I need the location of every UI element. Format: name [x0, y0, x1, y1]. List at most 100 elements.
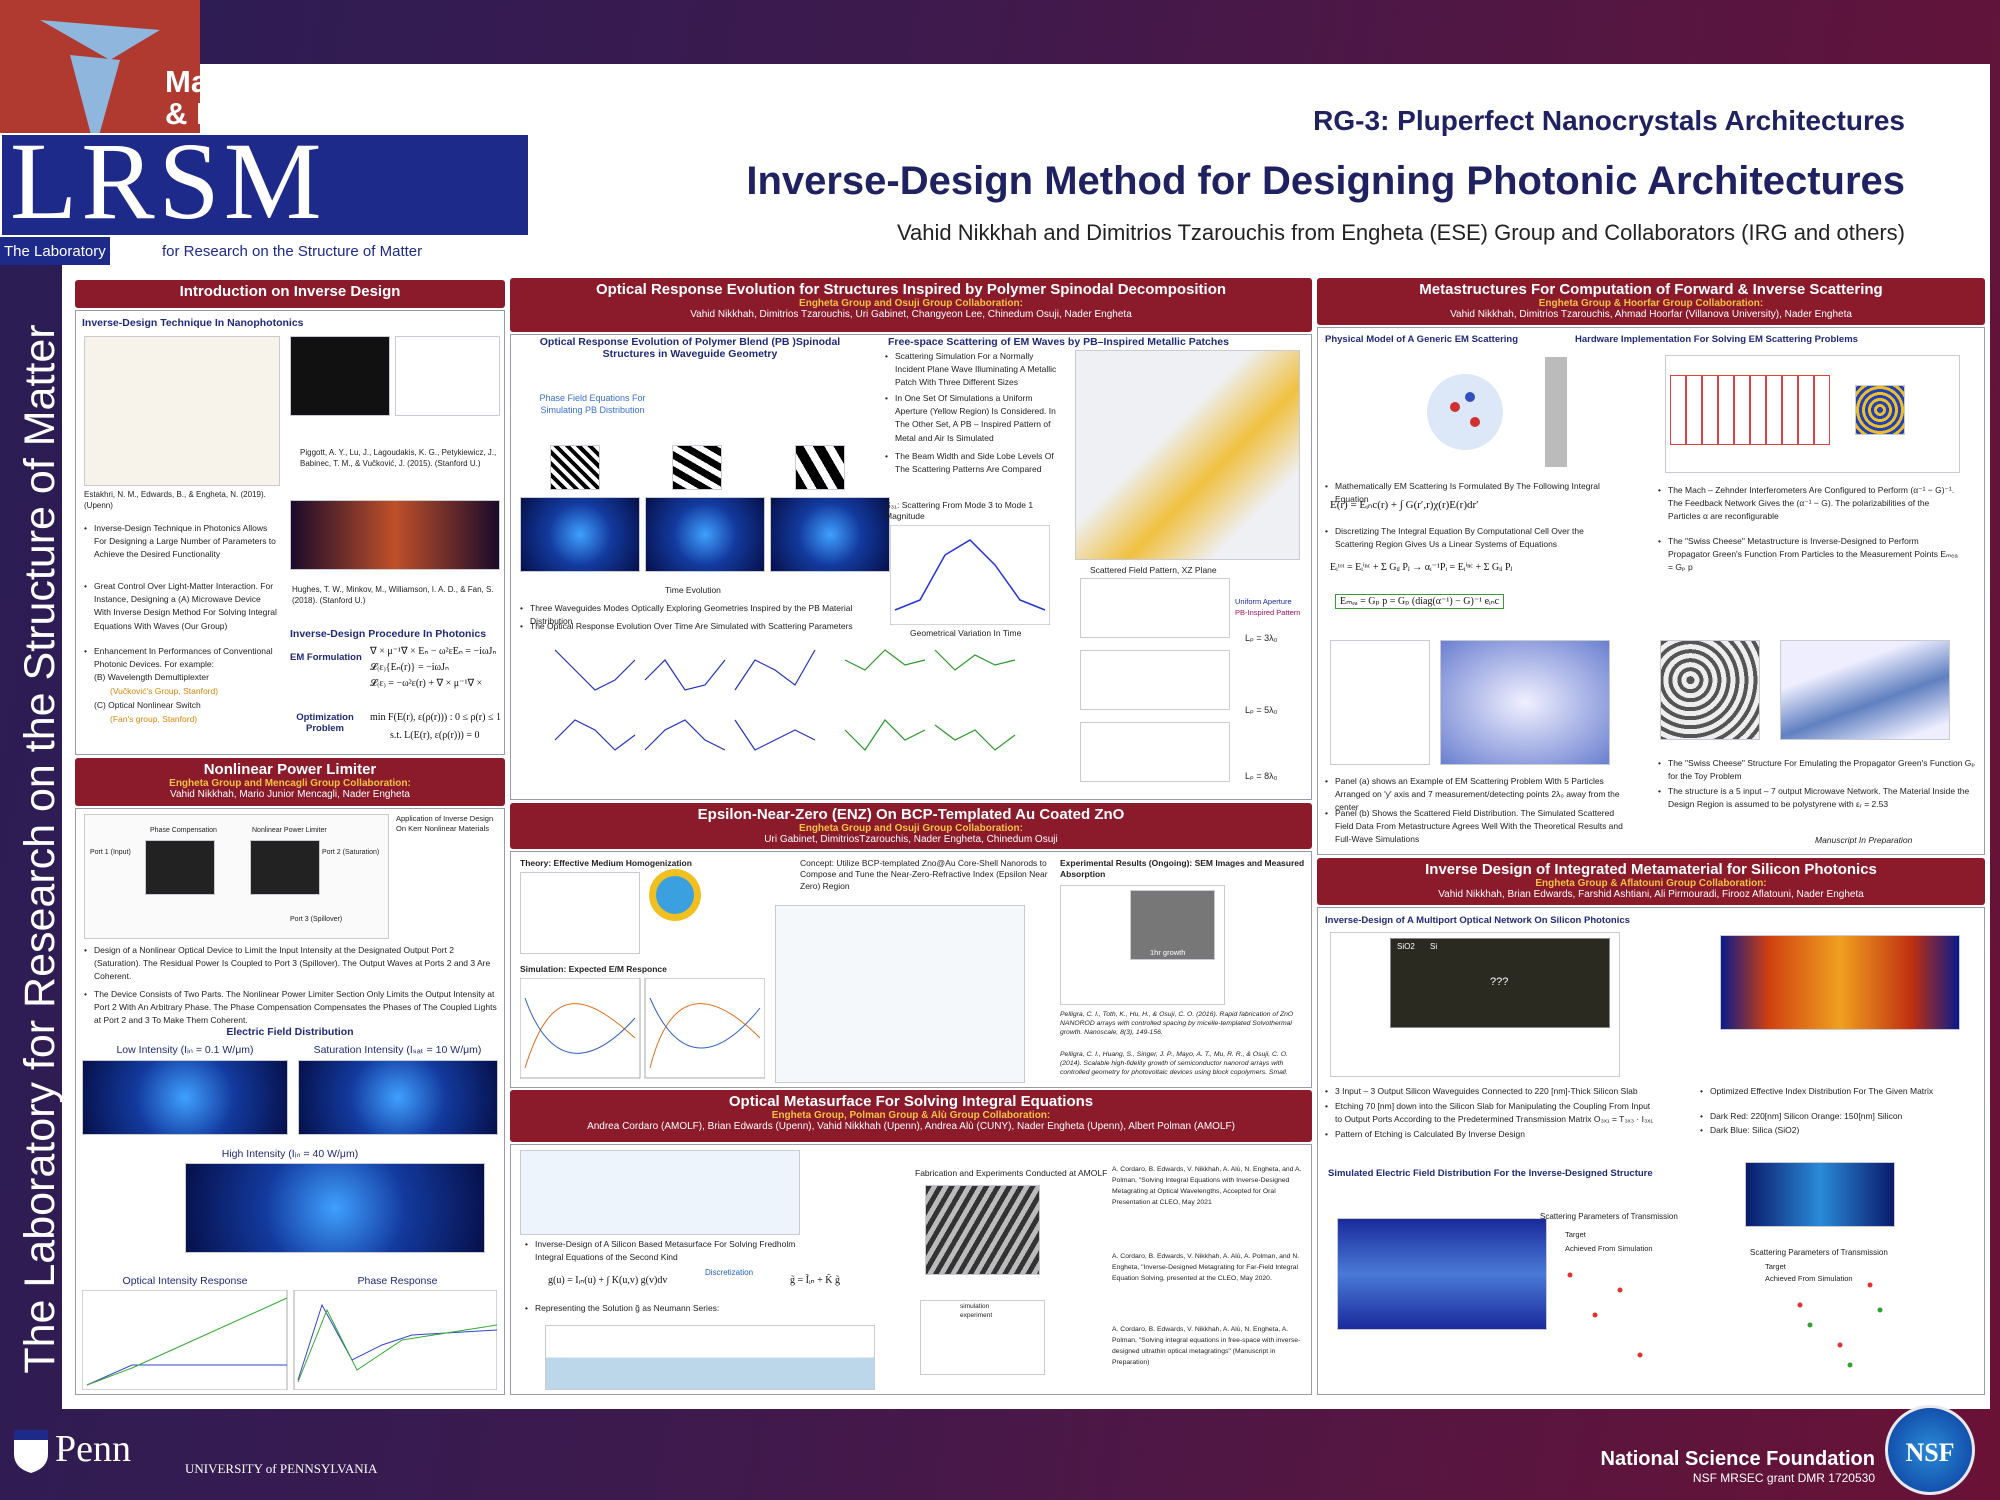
university: UNIVERSITY of PENNSYLVANIA: [185, 1461, 378, 1476]
subheading: Electric Field Distribution: [226, 1026, 354, 1038]
label: Geometrical Variation In Time: [910, 628, 1022, 638]
fig-title: High Intensity (Iᵢₙ = 40 W/μm): [221, 1148, 359, 1160]
field-map: [82, 1060, 288, 1135]
legend-entry: Target: [1765, 1262, 1786, 1271]
section-header: Epsilon-Near-Zero (ENZ) On BCP-Templated…: [510, 803, 1312, 849]
authors: Vahid Nikkhah, Dimitrios Tzarouchis, Ahm…: [1450, 309, 1852, 320]
section-title: Metastructures For Computation of Forwar…: [1419, 281, 1883, 298]
bullet: 3 Input – 3 Output Silicon Waveguides Co…: [1325, 1085, 1655, 1098]
scattering-model: [1427, 357, 1567, 467]
fig-title: Low Intensity (Iᵢₙ = 0.1 W/μm): [116, 1044, 254, 1056]
section-title: Introduction on Inverse Design: [179, 283, 401, 300]
fig-title: Saturation Intensity (Iₛₐₜ = 10 W/μm): [313, 1044, 482, 1056]
subheading: Optical Response Evolution of Polymer Bl…: [539, 336, 841, 360]
section-title: Optical Response Evolution for Structure…: [595, 281, 1227, 298]
fig-label: Phase Compensation: [150, 827, 217, 834]
pattern: [550, 445, 600, 490]
center-name: & Engineering Center: [165, 96, 482, 131]
scatter-region: [1427, 374, 1503, 450]
note: Application of Inverse Design On Kerr No…: [396, 814, 494, 834]
fig-title: Optical Intensity Response: [122, 1275, 248, 1287]
curve: [844, 649, 926, 671]
curve: [86, 1297, 288, 1386]
fig-label: Port 2 (Saturation): [322, 849, 380, 856]
reference: Pelligra, C. I., Huang, S., Singer, J. P…: [1060, 1051, 1288, 1077]
subheading: Inverse-Design Technique In Nanophotonic…: [82, 317, 304, 329]
subheading: Inverse-Design Procedure In Photonics: [290, 628, 487, 640]
legend-entry: simulation: [960, 1303, 990, 1310]
plot-frame: [644, 978, 765, 1079]
curve: [894, 539, 1046, 611]
field-map: [1745, 1162, 1895, 1227]
collab: Engheta Group & Aflatouni Group Collabor…: [1535, 878, 1767, 889]
plot-frame: [890, 525, 1050, 625]
lrsm-logo: LRSM: [10, 120, 326, 242]
particle: [1450, 402, 1460, 412]
fig-label: Port 1 (Input): [90, 849, 131, 856]
particle: [1465, 392, 1475, 402]
fig-label: ???: [1490, 976, 1509, 988]
bullet: The "Swiss Cheese" Metastructure is Inve…: [1658, 535, 1958, 575]
equation: E(r) = Eᵢₙc(r) + ∫ G(r′,r)χ(r)E(r)dr′: [1330, 499, 1479, 511]
field-map: [185, 1163, 485, 1253]
section-title: Optical Metasurface For Solving Integral…: [728, 1093, 1094, 1110]
field-map: [298, 1060, 498, 1135]
field-map: [645, 497, 765, 572]
label: Fabrication and Experiments Conducted at…: [915, 1168, 1108, 1178]
authors: Andrea Cordaro (AMOLF), Brian Edwards (U…: [587, 1121, 1235, 1132]
concept-diagram: [775, 905, 1025, 1083]
figure: [290, 336, 390, 416]
field-map: [520, 497, 640, 572]
index-map: [1720, 935, 1960, 1030]
bullet: Enhancement In Performances of Conventio…: [84, 645, 280, 671]
figure: [1780, 640, 1950, 740]
legend-entry: PB-Inspired Pattern: [1235, 608, 1301, 617]
curve: [297, 1308, 497, 1383]
curve: [649, 1003, 761, 1069]
poster-title: Inverse-Design Method for Designing Phot…: [746, 159, 1905, 203]
sem-image: [925, 1185, 1040, 1275]
bullet: The Optical Response Evolution Over Time…: [520, 620, 880, 633]
figure: [395, 336, 500, 416]
reference: Hughes, T. W., Minkov, M., Williamson, I…: [292, 585, 494, 605]
figure: [545, 1325, 875, 1390]
lab-prefix: The Laboratory: [0, 237, 110, 265]
bullet: The "Swiss Cheese" Structure For Emulati…: [1658, 757, 1978, 783]
logo-shape: [40, 20, 160, 60]
lab-name: for Research on the Structure of Matter: [162, 243, 423, 260]
field-map: [1337, 1218, 1547, 1330]
example: (C) Optical Nonlinear Switch: [94, 700, 201, 710]
equation: s.t. L(E(r), ε(ρ(r))) = 0: [390, 730, 480, 741]
authors: Vahid Nikkhah, Dimitrios Tzarouchis, Uri…: [690, 309, 1132, 320]
authors: Vahid Nikkhah, Brian Edwards, Farshid As…: [1438, 889, 1864, 900]
pattern-plot: [1080, 578, 1230, 638]
center-name: Materials Research Science: [165, 64, 574, 99]
figure: [290, 500, 500, 570]
penn-shield: [14, 1430, 48, 1473]
section-header: Introduction on Inverse Design: [75, 280, 505, 308]
swiss-cheese: [1855, 385, 1905, 435]
figure: [520, 872, 640, 954]
sim-plots: [520, 978, 765, 1079]
bullet: The Mach – Zehnder Interferometers Are C…: [1658, 484, 1958, 524]
label: Phase Field Equations For Simulating PB …: [539, 393, 646, 416]
plot-frame: [520, 978, 641, 1079]
example: (B) Wavelength Demultiplexter: [94, 672, 209, 682]
subheading: Free-space Scattering of EM Waves by PB–…: [888, 336, 1229, 348]
figure: [145, 840, 215, 895]
bullet: Great Control Over Light-Matter Interact…: [84, 580, 280, 633]
curve: [524, 1003, 636, 1069]
equation: g̃ = Ĩᵢₙ + K̃ g̃: [790, 1275, 840, 1286]
label: Scattered Field Pattern, XZ Plane: [1090, 565, 1217, 575]
subheading: Physical Model of A Generic EM Scatterin…: [1325, 334, 1519, 345]
legend-entry: Target: [1565, 1230, 1586, 1239]
lrsm-box: [0, 133, 530, 237]
logo-shape: [70, 55, 120, 150]
bullet: Design of a Nonlinear Optical Device to …: [84, 944, 499, 984]
reference: Pelligra, C. I., Toth, K., Hu, H., & Osu…: [1060, 1011, 1294, 1037]
curve: [644, 719, 726, 751]
curve: [734, 649, 816, 691]
subheading: Hardware Implementation For Solving EM S…: [1575, 334, 1858, 345]
bullet: Mathematically EM Scattering Is Formulat…: [1325, 480, 1615, 506]
legend-entry: experiment: [960, 1312, 993, 1319]
